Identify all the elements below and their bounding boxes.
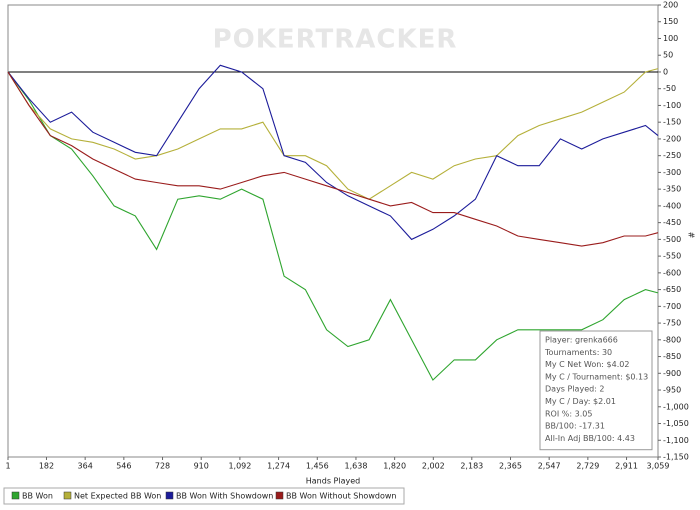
stats-line: Tournaments: 30 [544, 348, 612, 357]
y-tick-label: -1,150 [663, 453, 689, 462]
y-tick-label: -550 [663, 252, 681, 261]
legend-swatch [165, 491, 174, 500]
stats-line: ROI %: 3.05 [545, 409, 592, 418]
stats-line: My C Net Won: $4.02 [545, 360, 629, 369]
x-tick-label: 1,820 [383, 462, 406, 471]
stats-line: BB/100: -17.31 [545, 422, 605, 431]
y-tick-label: -450 [663, 218, 681, 227]
legend-swatch [275, 491, 284, 500]
y-tick-label: -1,100 [663, 436, 689, 445]
y-tick-label: -600 [663, 268, 681, 277]
x-tick-label: 3,059 [647, 462, 670, 471]
x-tick-label: 2,547 [538, 462, 561, 471]
stats-line: All-In Adj BB/100: 4.43 [545, 434, 635, 443]
legend-swatch [63, 491, 72, 500]
series-line [7, 71, 659, 247]
y-tick-label: -1,000 [663, 402, 689, 411]
legend-swatch [11, 491, 20, 500]
y-tick-label: -250 [663, 151, 681, 160]
series-line [7, 71, 659, 381]
x-tick-label: 364 [78, 462, 93, 471]
legend-label: BB Won With Showdown [176, 492, 273, 501]
x-tick-label: 1,638 [345, 462, 368, 471]
legend-label: BB Won [22, 492, 53, 501]
y-tick-label: -650 [663, 285, 681, 294]
x-tick-label: 2,183 [460, 462, 483, 471]
y-tick-label: -850 [663, 352, 681, 361]
x-tick-label: 2,365 [499, 462, 522, 471]
stats-box [539, 330, 653, 451]
x-tick-label: 1,092 [228, 462, 251, 471]
y-tick-label: -500 [663, 235, 681, 244]
y-tick-label: -400 [663, 201, 681, 210]
x-tick-label: 1,274 [267, 462, 290, 471]
y-tick-label: 0 [663, 67, 668, 76]
y-axis-title: # [688, 231, 697, 238]
x-tick-label: 910 [194, 462, 209, 471]
stats-line: My C / Tournament: $0.13 [545, 372, 648, 381]
y-tick-label: -300 [663, 168, 681, 177]
y-tick-label: -800 [663, 335, 681, 344]
y-tick-label: 200 [663, 1, 678, 10]
y-tick-label: 50 [663, 51, 673, 60]
y-tick-label: -1,050 [663, 419, 689, 428]
y-tick-label: -750 [663, 319, 681, 328]
y-tick-label: -50 [663, 84, 676, 93]
x-axis-title: Hands Played [306, 477, 360, 486]
y-tick-label: -350 [663, 185, 681, 194]
y-tick-label: -150 [663, 118, 681, 127]
stats-line: Player: grenka666 [545, 336, 618, 345]
x-tick-label: 182 [39, 462, 54, 471]
watermark: POKERTRACKER [213, 25, 458, 55]
x-tick-label: 1,456 [306, 462, 329, 471]
x-tick-label: 728 [155, 462, 170, 471]
legend-label: BB Won Without Showdown [286, 492, 396, 501]
y-tick-label: -950 [663, 386, 681, 395]
stats-line: My C / Day: $2.01 [545, 397, 616, 406]
x-tick-label: 2,911 [615, 462, 638, 471]
stats-line: Days Played: 2 [545, 385, 605, 394]
x-tick-label: 1 [5, 462, 10, 471]
y-tick-label: -200 [663, 134, 681, 143]
legend [3, 487, 405, 505]
y-tick-label: 100 [663, 34, 678, 43]
y-tick-label: -100 [663, 101, 681, 110]
x-tick-label: 2,729 [576, 462, 599, 471]
y-tick-label: -900 [663, 369, 681, 378]
legend-label: Net Expected BB Won [74, 492, 161, 501]
x-tick-label: 2,002 [422, 462, 445, 471]
series-line [7, 68, 659, 200]
y-tick-label: -700 [663, 302, 681, 311]
y-tick-label: 150 [663, 17, 678, 26]
x-tick-label: 546 [116, 462, 131, 471]
